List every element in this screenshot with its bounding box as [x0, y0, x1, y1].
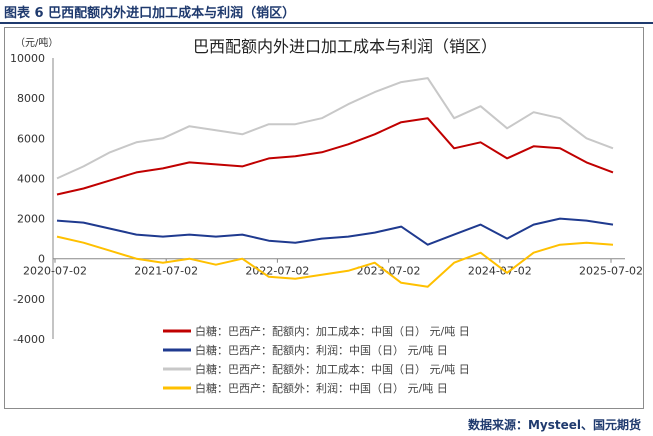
- figure-header: 图表 6 巴西配额内外进口加工成本与利润（销区）: [0, 0, 653, 24]
- y-tick-label: -4000: [13, 333, 45, 346]
- data-source: 数据来源：Mysteel、国元期货: [467, 418, 641, 432]
- plot-area: [56, 77, 614, 288]
- x-tick-label: 2024-07-02: [468, 265, 532, 278]
- y-tick-label: 2000: [17, 213, 45, 226]
- legend-label: 白糖：巴西产：配额外：加工成本：中国（日） 元/吨 日: [195, 362, 470, 376]
- y-tick-label: 8000: [17, 92, 45, 105]
- x-tick-label: 2025-07-02: [579, 265, 643, 278]
- x-axis: 2020-07-02 2021-07-02 2022-07-02 2023-07-02…: [23, 258, 643, 278]
- legend-label: 白糖：巴西产：配额外：利润：中国（日） 元/吨 日: [195, 381, 448, 395]
- y-unit-label: （元/吨）: [15, 36, 58, 49]
- chart-title: 巴西配额内外进口加工成本与利润（销区）: [193, 37, 497, 56]
- legend-label: 白糖：巴西产：配额内：利润：中国（日） 元/吨 日: [195, 343, 448, 357]
- y-tick-label: 6000: [17, 132, 45, 145]
- y-axis: 10000 8000 6000 4000 2000 0 -2000 -4000: [10, 52, 54, 346]
- x-tick-label: 2021-07-02: [134, 265, 198, 278]
- series-line-3: [56, 77, 614, 180]
- y-tick-label: 0: [38, 253, 45, 266]
- figure-label: 图表 6 巴西配额内外进口加工成本与利润（销区）: [4, 6, 296, 21]
- x-tick-label: 2022-07-02: [245, 265, 309, 278]
- y-tick-label: 4000: [17, 172, 45, 185]
- x-tick-label: 2023-07-02: [357, 265, 421, 278]
- series-line-4: [56, 235, 614, 288]
- y-tick-label: 10000: [10, 52, 45, 65]
- chart-frame: 巴西配额内外进口加工成本与利润（销区） （元/吨） 10000 8000 6000 4…: [4, 27, 644, 409]
- series-line-1: [56, 117, 614, 196]
- chart-canvas: 巴西配额内外进口加工成本与利润（销区） （元/吨） 10000 8000 6000 4…: [10, 36, 643, 395]
- y-tick-label: -2000: [13, 293, 45, 306]
- legend: 白糖：巴西产：配额内：加工成本：中国（日） 元/吨 日白糖：巴西产：配额内：利润…: [163, 324, 470, 395]
- x-tick-label: 2020-07-02: [23, 265, 87, 278]
- series-line-2: [56, 217, 614, 246]
- legend-label: 白糖：巴西产：配额内：加工成本：中国（日） 元/吨 日: [195, 324, 470, 338]
